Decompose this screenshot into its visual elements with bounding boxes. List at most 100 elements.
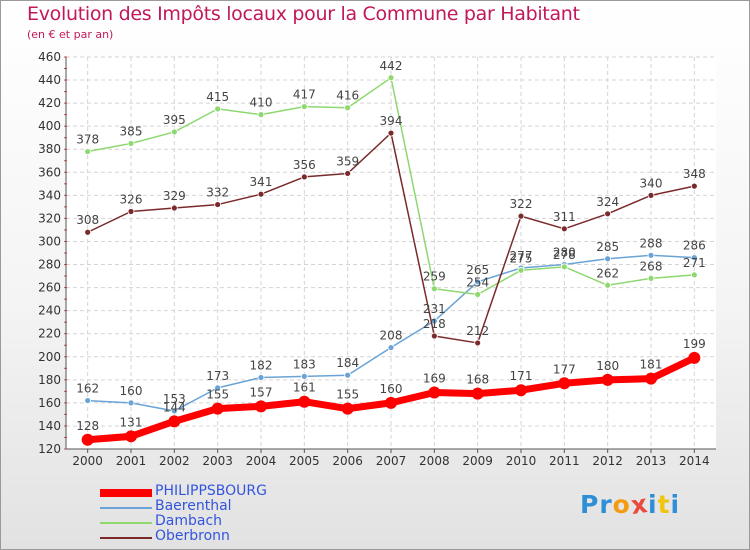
data-label: 218	[423, 317, 446, 331]
data-label: 275	[510, 251, 533, 265]
x-tick-label: 2000	[72, 454, 103, 468]
x-tick-label: 2004	[246, 454, 277, 468]
legend-swatch	[100, 522, 152, 524]
data-point	[647, 274, 655, 282]
data-label: 265	[466, 263, 489, 277]
data-point	[647, 251, 655, 259]
data-point	[255, 400, 267, 413]
data-label: 208	[380, 329, 403, 343]
data-point	[84, 397, 92, 404]
x-tick-label: 2010	[506, 454, 537, 468]
y-tick-label: 300	[38, 234, 61, 248]
data-point	[257, 374, 265, 381]
data-point	[214, 201, 222, 208]
data-label: 212	[466, 324, 489, 338]
data-point	[647, 191, 655, 199]
data-point	[387, 129, 395, 137]
data-label: 271	[683, 256, 706, 270]
x-tick-label: 2008	[419, 454, 450, 468]
x-tick-label: 2009	[462, 454, 493, 468]
data-label: 155	[206, 388, 229, 402]
y-tick-label: 340	[38, 188, 61, 202]
data-point	[211, 402, 224, 415]
y-tick-label: 140	[38, 419, 61, 433]
data-label: 329	[163, 189, 186, 203]
data-label: 280	[553, 246, 576, 260]
data-label: 177	[553, 362, 576, 376]
data-label: 378	[76, 133, 99, 147]
chart-title: Evolution des Impôts locaux pour la Comm…	[27, 3, 580, 25]
data-label: 160	[380, 382, 403, 396]
data-label: 385	[120, 124, 143, 138]
data-point	[84, 148, 92, 155]
y-tick-label: 200	[38, 350, 61, 364]
data-point	[558, 377, 571, 390]
y-tick-label: 320	[38, 211, 61, 225]
data-point	[344, 170, 352, 177]
x-tick-label: 2005	[289, 454, 320, 468]
data-point	[515, 384, 527, 397]
data-label: 184	[336, 356, 359, 370]
data-point	[214, 105, 222, 113]
y-tick-label: 440	[38, 73, 61, 87]
data-label: 278	[553, 248, 576, 262]
data-point	[690, 271, 698, 279]
data-point	[604, 281, 612, 289]
data-point	[125, 430, 137, 443]
x-tick-label: 2001	[116, 454, 147, 468]
data-point	[604, 210, 612, 218]
data-point	[560, 225, 568, 233]
data-label: 171	[510, 369, 533, 383]
data-point	[300, 173, 308, 181]
data-label: 285	[596, 240, 619, 254]
legend-label: Dambach	[155, 513, 223, 529]
data-point	[428, 386, 441, 399]
data-point	[127, 399, 135, 407]
data-label: 160	[120, 384, 143, 398]
data-label: 415	[206, 90, 229, 104]
data-point	[645, 372, 657, 385]
x-tick-label: 2002	[159, 454, 190, 468]
data-point	[300, 103, 308, 110]
data-point	[474, 291, 482, 298]
x-tick-label: 2014	[679, 454, 710, 468]
data-point	[170, 204, 178, 212]
data-label: 308	[76, 213, 99, 227]
y-tick-label: 280	[38, 258, 61, 272]
chart-subtitle: (en € et par an)	[27, 28, 114, 41]
data-label: 277	[510, 249, 533, 263]
data-label: 341	[250, 175, 273, 189]
data-point	[127, 140, 135, 147]
data-point	[344, 104, 352, 112]
data-label: 324	[596, 195, 619, 209]
data-point	[688, 351, 701, 364]
data-label: 155	[336, 388, 359, 402]
data-label: 131	[120, 415, 143, 429]
data-label: 181	[640, 358, 663, 372]
data-label: 410	[250, 96, 273, 110]
data-label: 348	[683, 167, 706, 181]
data-point	[430, 332, 438, 340]
data-label: 268	[640, 259, 663, 273]
y-tick-label: 360	[38, 165, 61, 179]
data-label: 288	[640, 236, 663, 250]
data-label: 144	[163, 400, 186, 414]
data-point	[387, 74, 395, 82]
data-point	[471, 387, 484, 400]
y-tick-label: 400	[38, 119, 61, 133]
data-point	[170, 407, 178, 415]
data-label: 286	[683, 239, 706, 253]
data-label: 311	[553, 210, 576, 224]
data-point	[257, 190, 265, 198]
legend-label: Oberbronn	[155, 528, 230, 544]
x-tick-label: 2012	[592, 454, 623, 468]
data-point	[604, 255, 612, 263]
y-tick-label: 160	[38, 396, 61, 410]
data-label: 169	[423, 372, 446, 386]
data-label: 442	[380, 59, 403, 73]
data-label: 332	[206, 186, 229, 200]
x-tick-label: 2007	[376, 454, 407, 468]
data-label: 182	[250, 359, 273, 373]
data-label: 394	[380, 114, 403, 128]
